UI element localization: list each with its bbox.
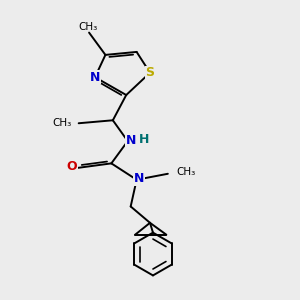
- Text: O: O: [67, 160, 77, 173]
- Text: N: N: [134, 172, 144, 185]
- Text: CH₃: CH₃: [78, 22, 97, 32]
- Text: CH₃: CH₃: [177, 167, 196, 177]
- Text: H: H: [139, 133, 149, 146]
- Text: S: S: [146, 66, 154, 79]
- Text: N: N: [126, 134, 136, 147]
- Text: N: N: [90, 71, 100, 84]
- Text: CH₃: CH₃: [52, 118, 71, 128]
